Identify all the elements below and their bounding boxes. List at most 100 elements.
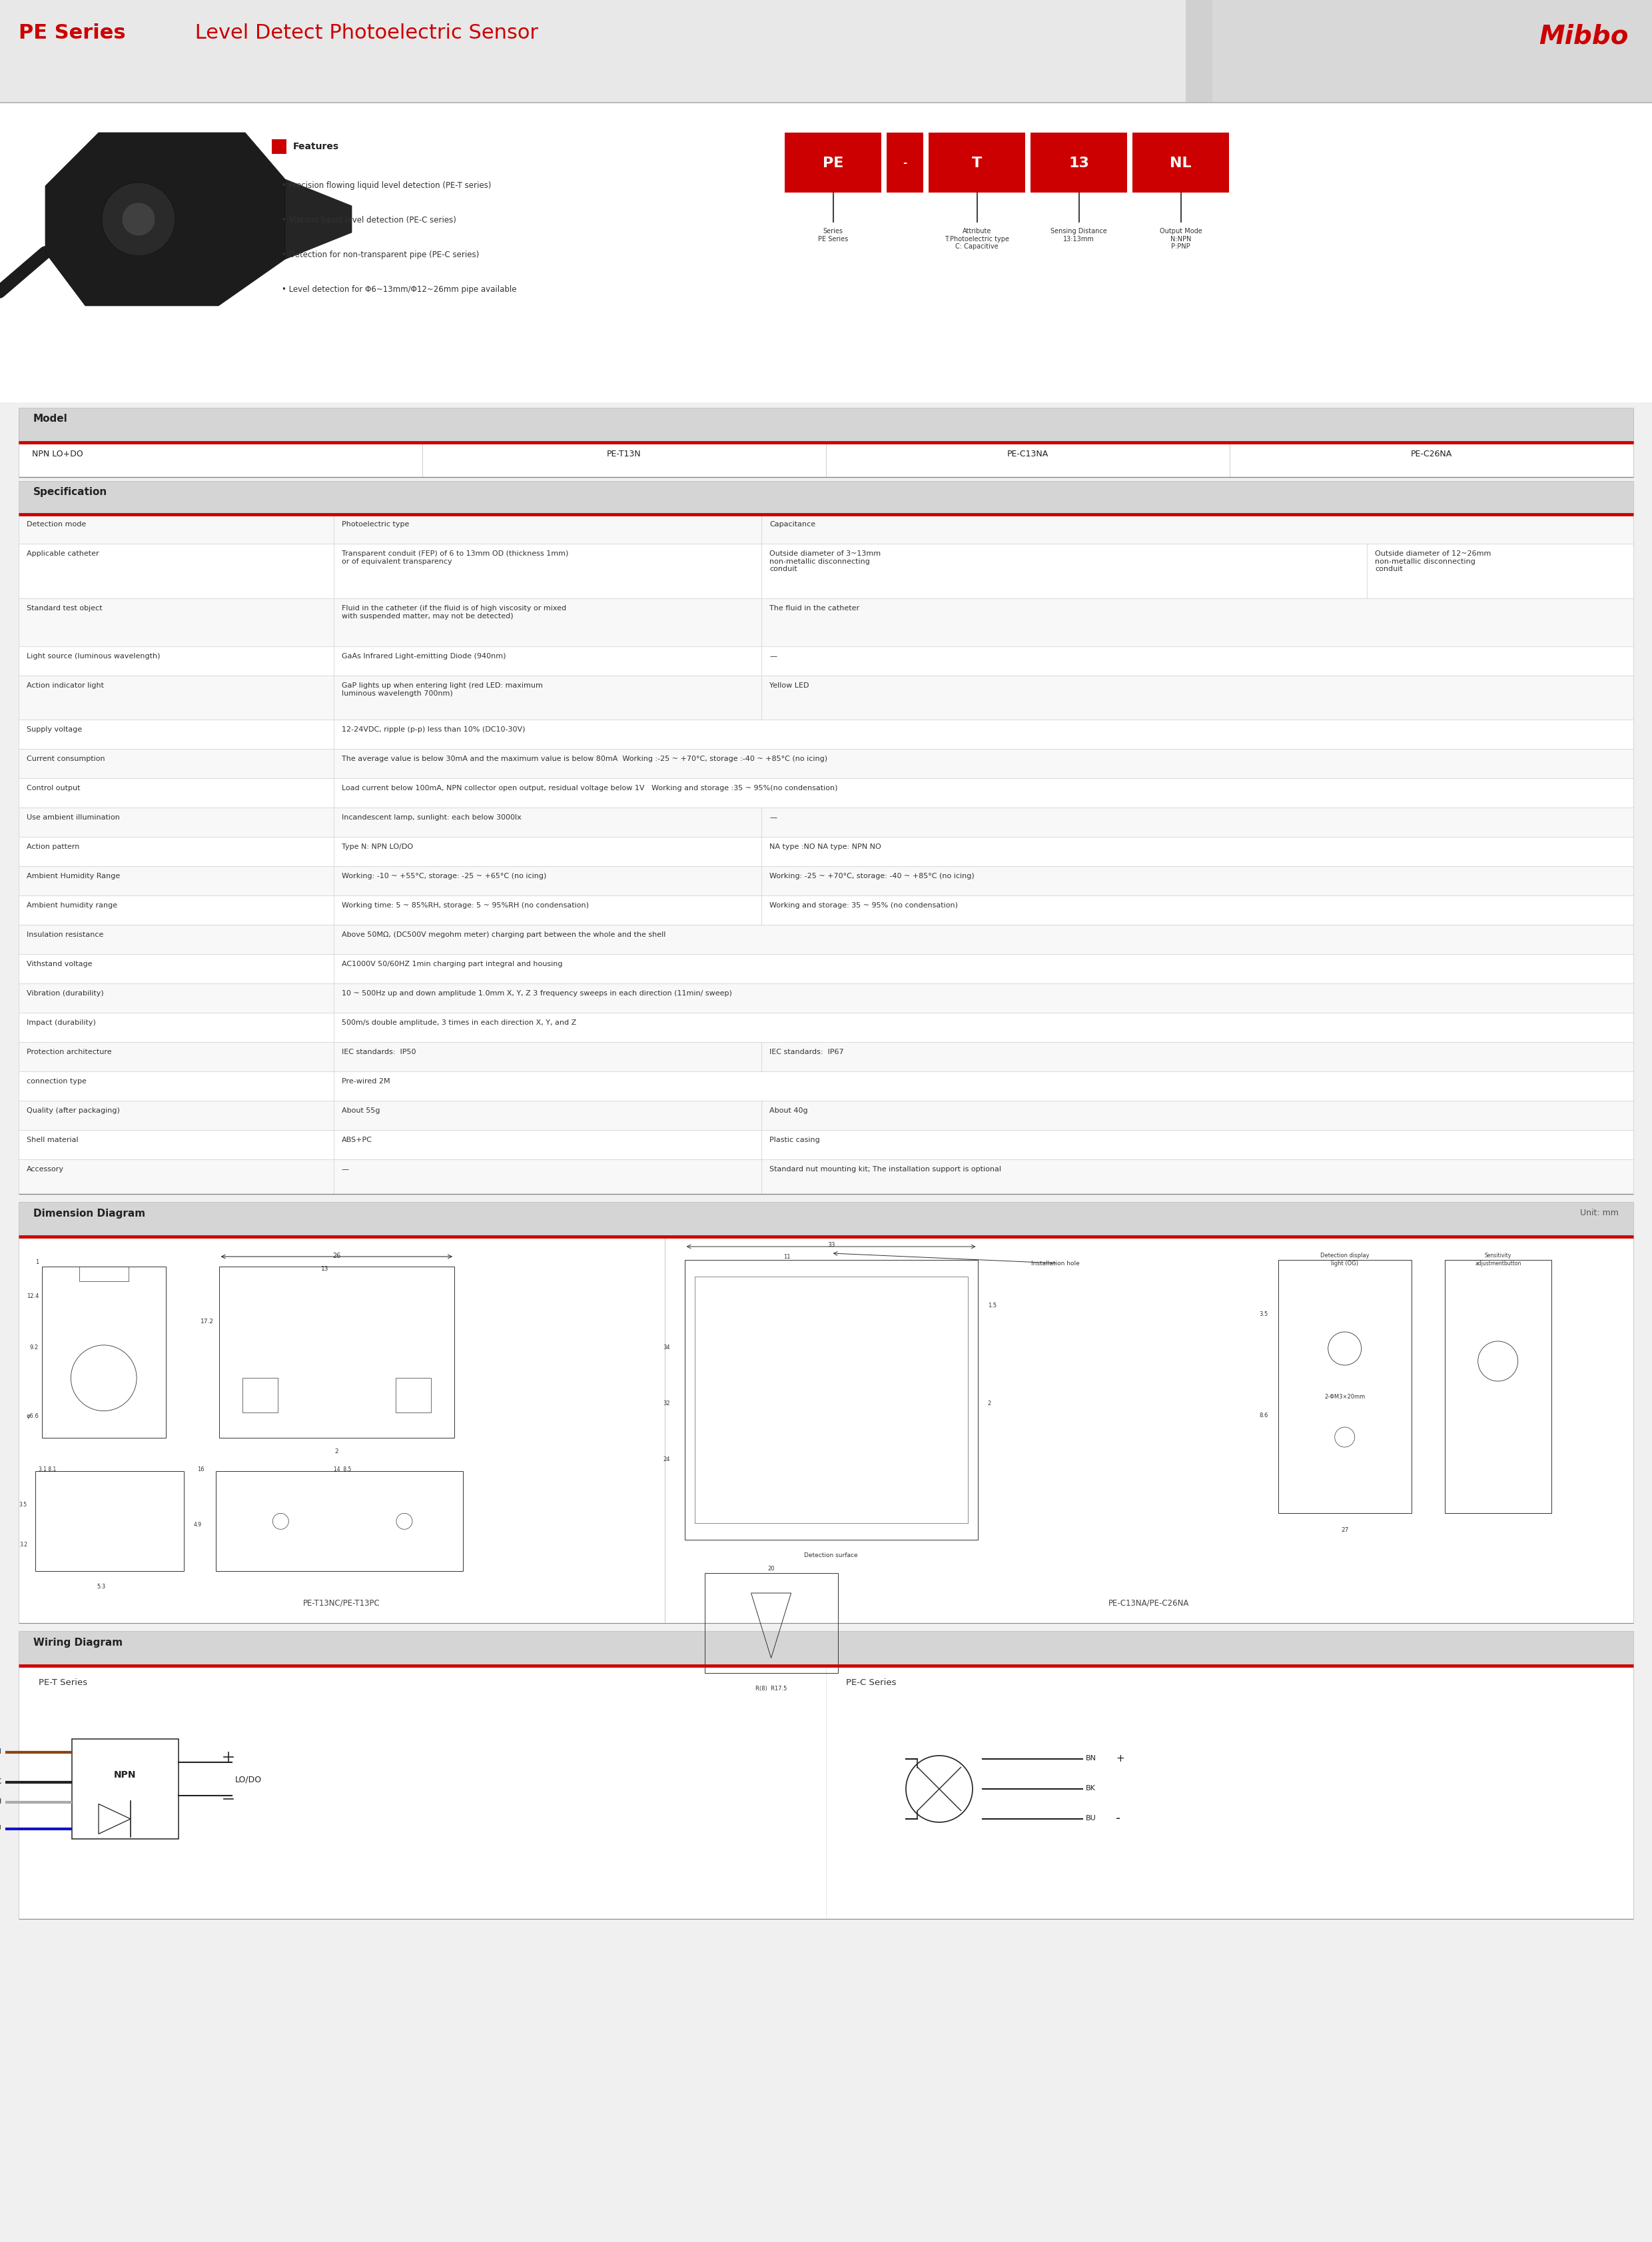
Bar [73, 1740, 178, 1838]
Text: Specification: Specification [33, 487, 107, 498]
Bar [18, 868, 1634, 897]
Text: 33: 33 [828, 1242, 834, 1247]
Text: 8.6: 8.6 [1259, 1412, 1269, 1419]
Text: Wiring Diagram: Wiring Diagram [33, 1637, 122, 1648]
Text: 2-ΦM3×20mm: 2-ΦM3×20mm [1325, 1395, 1365, 1399]
Text: —: — [770, 652, 776, 659]
Bar [18, 897, 1634, 926]
Bar [18, 1013, 1634, 1043]
Bar [18, 955, 1634, 984]
Text: Standard test object: Standard test object [26, 605, 102, 612]
Text: Detection display: Detection display [1320, 1253, 1370, 1258]
Text: • Viscous liquid level detection (PE-C series): • Viscous liquid level detection (PE-C s… [282, 215, 456, 224]
Bar [1444, 1260, 1551, 1513]
Bar [18, 720, 1634, 749]
Bar [18, 836, 1634, 868]
Text: Outside diameter of 3~13mm
non-metallic disconnecting
conduit: Outside diameter of 3~13mm non-metallic … [770, 549, 881, 572]
Bar [243, 1379, 278, 1412]
Bar [18, 778, 1634, 807]
Bar [18, 599, 1634, 646]
Text: PE-T13N: PE-T13N [606, 451, 641, 457]
Text: Ambient humidity range: Ambient humidity range [26, 901, 117, 908]
Text: Photoelectric type: Photoelectric type [342, 520, 410, 527]
Text: Series
PE Series: Series PE Series [818, 229, 847, 242]
Text: The fluid in the catheter: The fluid in the catheter [770, 605, 859, 612]
Text: 14  8.5: 14 8.5 [334, 1466, 352, 1473]
Bar [684, 1260, 978, 1540]
Text: 1: 1 [35, 1258, 38, 1264]
Text: PE-C13NA: PE-C13NA [1008, 451, 1049, 457]
Bar [18, 1043, 1634, 1072]
Text: 24: 24 [662, 1455, 669, 1462]
Text: 20: 20 [768, 1565, 775, 1572]
Text: 11: 11 [783, 1253, 791, 1260]
Text: BK: BK [1085, 1785, 1095, 1791]
Text: 32: 32 [662, 1399, 669, 1406]
Bar [18, 1632, 1634, 1666]
Bar [18, 1238, 1634, 1623]
Text: Current consumption: Current consumption [26, 756, 106, 762]
Text: Installation hole: Installation hole [1031, 1260, 1079, 1267]
Text: PE-T13NC/PE-T13PC: PE-T13NC/PE-T13PC [302, 1599, 380, 1608]
Text: BU: BU [0, 1825, 2, 1832]
Text: +: + [1115, 1753, 1125, 1762]
Text: 3.5: 3.5 [20, 1502, 28, 1507]
Text: Capacitance: Capacitance [770, 520, 816, 527]
Text: • Precision flowing liquid level detection (PE-T series): • Precision flowing liquid level detecti… [282, 182, 491, 191]
Polygon shape [286, 179, 352, 260]
Text: Model: Model [33, 413, 68, 424]
Text: Detection mode: Detection mode [26, 520, 86, 527]
Text: Shell material: Shell material [26, 1137, 78, 1143]
Bar [395, 1379, 431, 1412]
Text: Vithstand voltage: Vithstand voltage [26, 960, 93, 966]
Text: BN: BN [0, 1749, 2, 1755]
Text: 4.9: 4.9 [193, 1522, 202, 1527]
Bar [1132, 132, 1229, 193]
Text: Plastic casing: Plastic casing [770, 1137, 819, 1143]
Bar [1279, 1260, 1411, 1513]
Text: PE Series: PE Series [18, 22, 126, 43]
Bar [18, 1072, 1634, 1101]
Text: Light source (luminous wavelength): Light source (luminous wavelength) [26, 652, 160, 659]
Text: Working: -25 ~ +70°C, storage: -40 ~ +85°C (no icing): Working: -25 ~ +70°C, storage: -40 ~ +85… [770, 872, 975, 879]
Text: PE-T Series: PE-T Series [38, 1677, 88, 1686]
Text: 17.2: 17.2 [200, 1318, 213, 1325]
Text: Applicable catheter: Applicable catheter [26, 549, 99, 556]
Text: 9.2: 9.2 [30, 1343, 38, 1350]
Text: BN: BN [1085, 1755, 1097, 1762]
Text: —: — [342, 1166, 349, 1173]
Text: Yellow LED: Yellow LED [770, 682, 809, 688]
Text: 3.5: 3.5 [1259, 1312, 1269, 1316]
Text: PE-C13NA/PE-C26NA: PE-C13NA/PE-C26NA [1108, 1599, 1189, 1608]
Bar [218, 1267, 454, 1439]
Text: Load current below 100mA, NPN collector open output, residual voltage below 1V  : Load current below 100mA, NPN collector … [342, 785, 838, 791]
Text: 13: 13 [320, 1264, 329, 1271]
Text: PE: PE [823, 157, 844, 170]
Circle shape [905, 1755, 973, 1823]
Text: NPN: NPN [114, 1769, 137, 1778]
Bar [18, 1101, 1634, 1130]
Text: φ6.6: φ6.6 [26, 1412, 38, 1419]
Bar [18, 516, 1634, 545]
Text: 34: 34 [662, 1345, 669, 1350]
Text: Working and storage: 35 ~ 95% (no condensation): Working and storage: 35 ~ 95% (no conden… [770, 901, 958, 908]
Text: IEC standards:  IP67: IEC standards: IP67 [770, 1049, 844, 1056]
Text: GaP lights up when entering light (red LED: maximum
luminous wavelength 700nm): GaP lights up when entering light (red L… [342, 682, 542, 697]
Text: 27: 27 [1341, 1527, 1348, 1534]
Text: Mibbo: Mibbo [1540, 22, 1629, 49]
Text: 3.2: 3.2 [20, 1542, 28, 1547]
Bar [215, 1471, 463, 1572]
Bar [18, 482, 1634, 516]
Text: Outside diameter of 12~26mm
non-metallic disconnecting
conduit: Outside diameter of 12~26mm non-metallic… [1374, 549, 1492, 572]
Text: • Detection for non-transparent pipe (PE-C series): • Detection for non-transparent pipe (PE… [282, 251, 479, 260]
Text: R(8)  R17.5: R(8) R17.5 [755, 1686, 786, 1690]
Text: Output Mode
N:NPN
P:PNP: Output Mode N:NPN P:PNP [1160, 229, 1203, 249]
Text: ABS+PC: ABS+PC [342, 1137, 372, 1143]
Text: 12.4: 12.4 [26, 1294, 38, 1298]
Bar [273, 139, 286, 155]
Bar [79, 1267, 129, 1282]
Text: WH: WH [0, 1798, 2, 1805]
Bar [928, 132, 1026, 193]
Text: Transparent conduit (FEP) of 6 to 13mm OD (thickness 1mm)
or of equivalent trans: Transparent conduit (FEP) of 6 to 13mm O… [342, 549, 568, 565]
Text: Insulation resistance: Insulation resistance [26, 930, 104, 937]
